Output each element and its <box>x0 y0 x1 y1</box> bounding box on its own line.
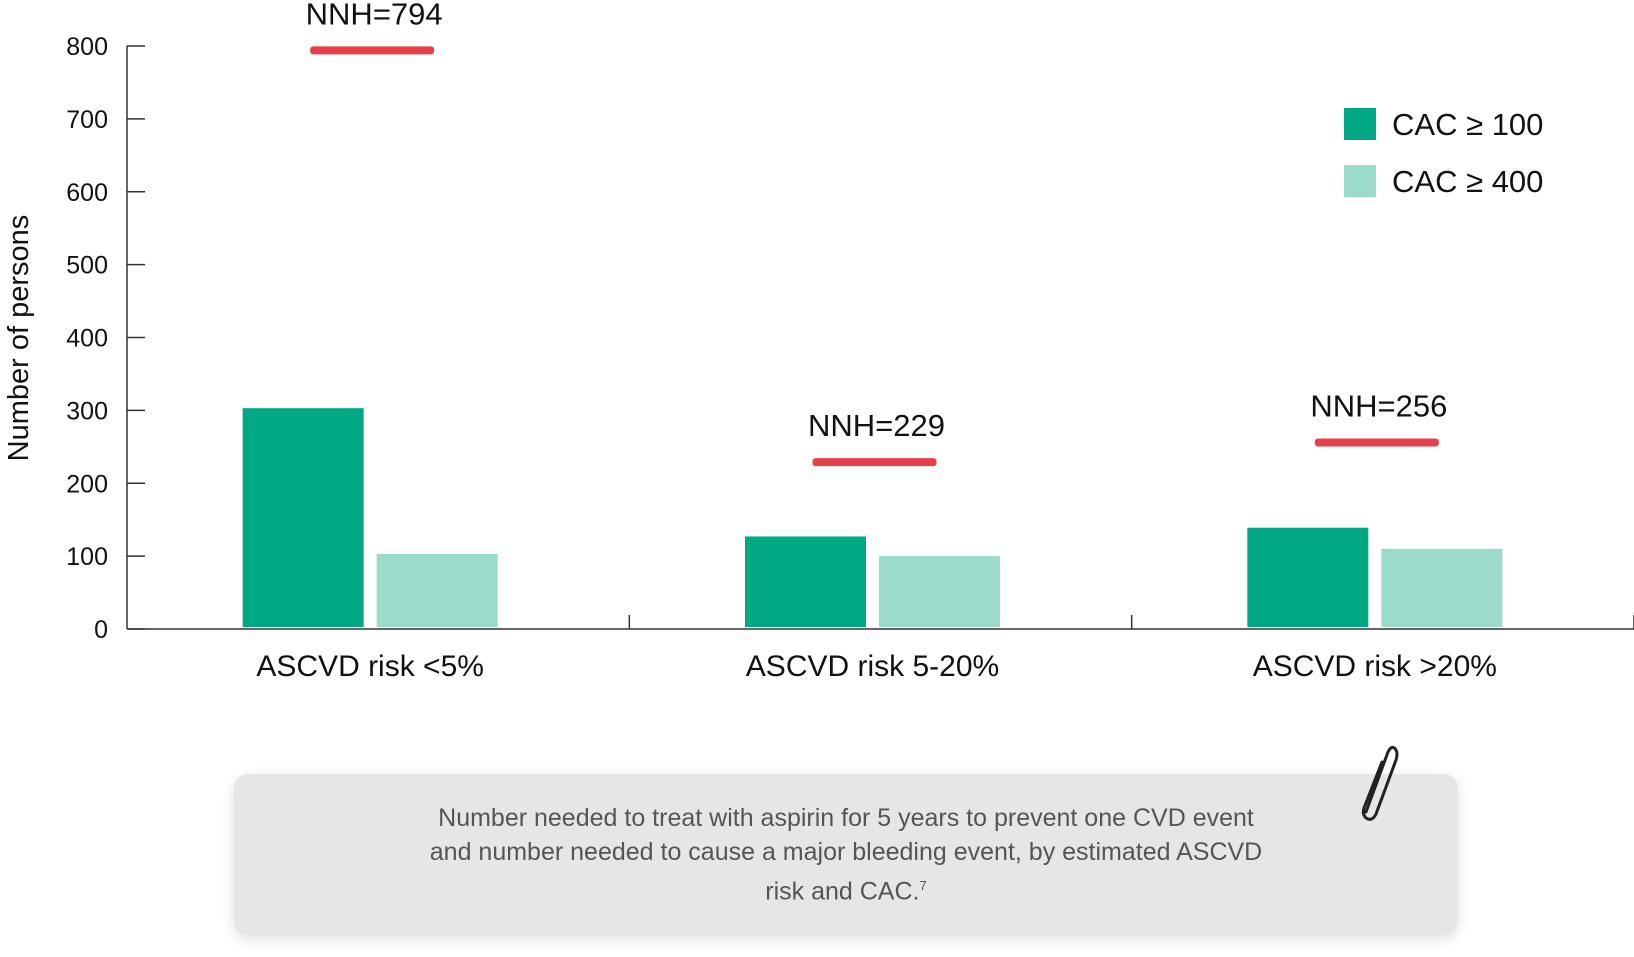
legend-swatch <box>1344 165 1376 197</box>
y-tick-label: 700 <box>66 106 108 134</box>
y-axis-label: Number of persons <box>3 215 35 462</box>
caption-text: Number needed to treat with aspirin for … <box>429 803 1263 906</box>
nnh-label: NNH=256 <box>1310 388 1447 423</box>
y-tick-label: 300 <box>66 397 108 425</box>
bar-cac100 <box>242 408 364 627</box>
nnh-marker <box>812 458 937 467</box>
bar-cac400 <box>879 556 1000 627</box>
y-tick-label: 200 <box>66 470 108 498</box>
caption-box: Number needed to treat with aspirin for … <box>234 774 1458 935</box>
caption-reference: 7 <box>919 877 927 893</box>
nnh-marker <box>310 46 435 55</box>
caption: Number needed to treat with aspirin for … <box>416 801 1276 908</box>
paperclip-icon <box>1361 745 1399 821</box>
y-tick-label: 100 <box>66 543 108 571</box>
x-tick-label: ASCVD risk >20% <box>1253 650 1497 683</box>
y-tick-label: 0 <box>94 616 108 644</box>
bar-cac400 <box>1381 548 1503 627</box>
x-tick-label: ASCVD risk <5% <box>256 650 484 683</box>
nnh-label: NNH=229 <box>808 408 945 443</box>
bar-cac100 <box>745 536 866 627</box>
x-tick-label: ASCVD risk 5-20% <box>746 650 999 683</box>
bar-cac100 <box>1247 527 1369 627</box>
y-tick-label: 500 <box>66 252 108 280</box>
legend-swatch <box>1344 108 1376 140</box>
nnh-marker <box>1314 438 1439 447</box>
legend-label: CAC ≥ 100 <box>1392 107 1543 142</box>
y-tick-label: 800 <box>66 33 108 61</box>
nnh-label: NNH=794 <box>306 0 443 31</box>
bar-cac400 <box>376 553 498 627</box>
y-tick-label: 600 <box>66 179 108 207</box>
y-tick-label: 400 <box>66 325 108 353</box>
legend-label: CAC ≥ 400 <box>1392 164 1543 199</box>
